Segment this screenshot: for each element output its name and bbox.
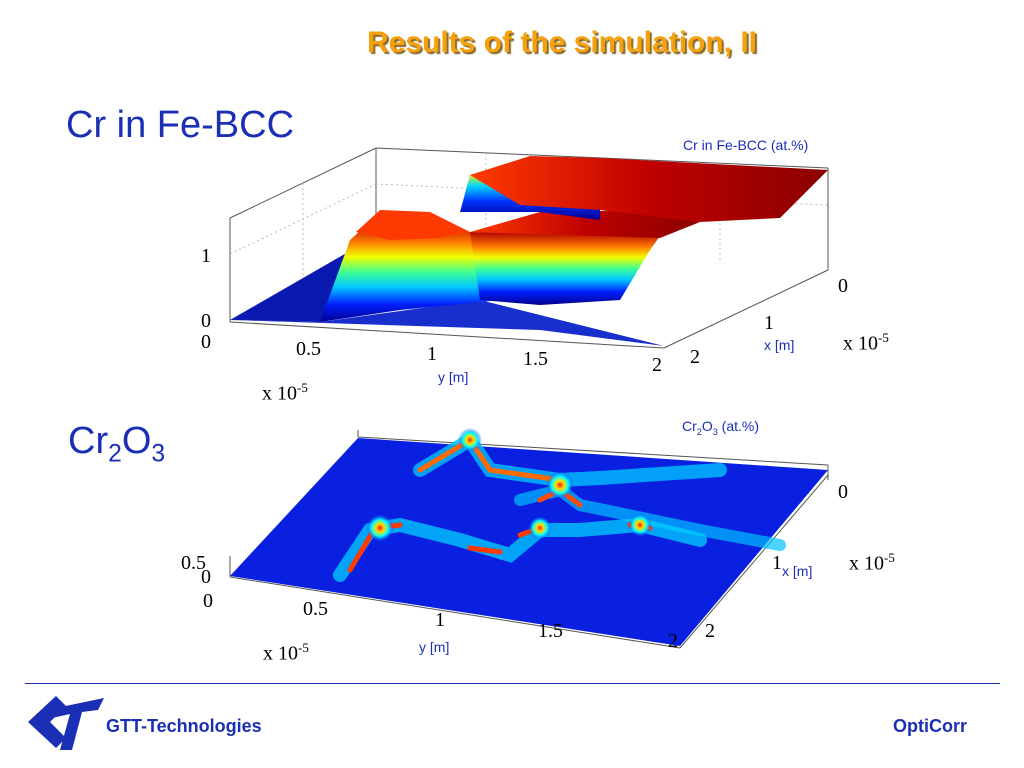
gtt-logo-icon: [28, 696, 104, 750]
footer-divider: [25, 683, 1000, 684]
plot1-xtick-05: 0.5: [296, 338, 321, 360]
plot1-plateau-rear: [470, 156, 828, 222]
plot1-ytick-1: 1: [764, 312, 774, 334]
plot1-box: [229, 147, 829, 349]
plot1-xtick-1: 1: [427, 343, 437, 365]
plot2-ztick-0: 0: [201, 566, 211, 588]
plot1-plateau-front: [470, 210, 700, 238]
panel-label-cr-fe-bcc: Cr in Fe-BCC: [66, 104, 295, 146]
footer-brand: GTT-Technologies: [106, 716, 262, 736]
plot1-surface-mesh: [230, 156, 828, 346]
slide-title: Results of the simulation, II: [366, 26, 758, 59]
plot1-xtick-15: 1.5: [523, 348, 548, 370]
plot2-y-exponent: x 10-5: [849, 550, 895, 575]
plot1-ylabel: x [m]: [764, 337, 795, 353]
plot1-title: Cr in Fe-BCC (at.%): [683, 137, 809, 153]
plot1-xlabel: y [m]: [438, 369, 469, 385]
plot1-ytick-2: 2: [690, 346, 700, 368]
plot2-xtick-05: 0.5: [303, 598, 328, 620]
plot1-cliff-left: [320, 222, 500, 322]
plot1-ztick-1: 1: [201, 245, 211, 267]
plot2-box: [229, 430, 829, 649]
plot2-ytick-2: 2: [705, 620, 715, 642]
plot1-ytick-0: 0: [838, 275, 848, 297]
plot2-title: Cr2O3 (at.%): [682, 418, 760, 437]
plot1-y-exponent: x 10-5: [843, 330, 889, 355]
plot2-xtick-0: 0: [203, 590, 213, 612]
plot1-cliff-right: [470, 232, 660, 305]
plot1-floor-front: [230, 300, 664, 346]
plot2-ytick-0: 0: [838, 481, 848, 503]
plot2-xtick-2: 2: [668, 630, 678, 652]
plot2-ztick-05: 0.5: [181, 552, 206, 574]
plot2-x-exponent: x 10-5: [263, 640, 309, 665]
panel-label-cr2o3: Cr2O3: [68, 420, 166, 468]
plot1-xtick-0: 0: [201, 331, 211, 353]
plot1-x-exponent: x 10-5: [262, 380, 308, 405]
plot1-xtick-2: 2: [652, 354, 662, 376]
plot1-ztick-0: 0: [201, 310, 211, 332]
plot2-xtick-15: 1.5: [538, 620, 563, 642]
plot2-xlabel: y [m]: [419, 639, 450, 655]
footer-product: OptiCorr: [893, 716, 967, 736]
plot2-xtick-1: 1: [435, 609, 445, 631]
plot2-ylabel: x [m]: [782, 563, 813, 579]
plot1-ridge-left-top: [356, 210, 470, 240]
plot2-ytick-1: 1: [772, 552, 782, 574]
